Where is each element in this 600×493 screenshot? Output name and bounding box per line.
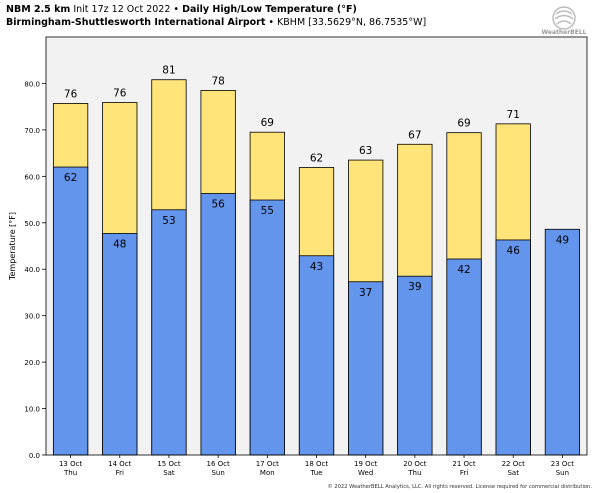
low-temp-label: 43 [310,261,323,273]
x-tick-label-date: 21 Oct [452,460,475,468]
low-temp-label: 55 [261,205,274,217]
y-tick-label: 10.0 [24,406,40,414]
y-tick-label: 40.0 [24,266,40,274]
init-time: Init 17z 12 Oct 2022 [73,4,171,15]
low-temp-label: 49 [556,234,569,246]
header-line-2: Birmingham-Shuttlesworth International A… [6,16,526,29]
x-tick-label-day: Mon [260,469,275,477]
y-tick-label: 50.0 [24,220,40,228]
low-temp-label: 39 [408,281,421,293]
low-temp-label: 46 [507,245,521,257]
x-tick-label-date: 18 Oct [305,460,328,468]
high-temp-label: 76 [64,88,78,100]
low-temp-label: 56 [211,199,225,211]
y-tick-label: 60.0 [24,173,40,181]
copyright-notice: © 2022 WeatherBELL Analytics, LLC. All r… [327,484,592,490]
low-temp-bar [348,281,384,456]
high-temp-label: 71 [507,109,520,121]
chart-title: Daily High/Low Temperature (°F) [182,4,357,15]
low-temp-bar [397,275,433,456]
y-tick-label: 30.0 [24,313,40,321]
high-temp-label: 81 [162,65,175,77]
low-temp-label: 53 [162,215,175,227]
x-tick-label-day: Thu [63,469,77,477]
x-tick-label-day: Wed [358,469,373,477]
low-temp-bar [200,193,236,456]
plot-frame [45,36,588,456]
low-temp-label: 62 [64,172,77,184]
high-temp-label: 67 [408,129,421,141]
x-tick-label-date: 22 Oct [502,460,525,468]
x-tick-label-day: Fri [460,469,468,477]
x-tick-label-date: 17 Oct [256,460,279,468]
low-temp-label: 37 [359,287,372,299]
x-tick-label-day: Fri [116,469,124,477]
low-temp-label: 48 [113,238,126,250]
high-temp-label: 78 [211,75,224,87]
chart-header: NBM 2.5 km Init 17z 12 Oct 2022 • Daily … [6,3,526,29]
x-tick-label-date: 15 Oct [157,460,180,468]
x-tick-label-day: Sat [163,469,175,477]
y-tick-label: 20.0 [24,359,40,367]
low-temp-bar [249,199,285,456]
weatherbell-logo: WeatherBELL [541,6,587,36]
low-temp-bar [544,228,581,456]
bullet-2: • [268,17,275,28]
y-tick-label: 0.0 [29,452,40,460]
location-name: Birmingham-Shuttlesworth International A… [6,17,266,28]
low-temp-bar [52,166,89,456]
station-info: KBHM [33.5629°N, 86.7535°W] [277,17,427,28]
x-tick-label-date: 19 Oct [354,460,377,468]
high-temp-label: 69 [457,118,470,130]
y-axis-label: Temperature [°F] [8,212,17,281]
low-temp-label: 42 [457,264,470,276]
x-tick-label-date: 14 Oct [108,460,131,468]
x-tick-label-date: 20 Oct [403,460,426,468]
x-tick-label-date: 13 Oct [59,460,82,468]
low-temp-bar [102,233,138,456]
high-temp-label: 69 [261,117,274,129]
low-temp-bar [298,255,335,456]
high-temp-label: 62 [310,153,323,165]
logo-text: WeatherBELL [541,29,586,36]
model-name: NBM 2.5 km [6,4,71,15]
high-temp-label: 76 [113,87,127,99]
low-temp-bar [495,239,531,456]
y-tick-label: 70.0 [24,127,40,135]
header-line-1: NBM 2.5 km Init 17z 12 Oct 2022 • Daily … [6,3,526,16]
x-tick-label-day: Thu [407,469,421,477]
x-tick-label-day: Sat [507,469,519,477]
bullet: • [173,4,180,15]
y-axis: 0.0 10.0 20.0 30.0 40.0 50.0 60.0 70.0 80.0 [24,80,46,460]
x-tick-label-day: Sun [211,469,224,477]
x-tick-label-day: Sun [556,469,569,477]
x-tick-label-day: Tue [310,469,323,477]
x-tick-label-date: 16 Oct [207,460,230,468]
swirl-logo-icon [552,6,576,30]
high-temp-label: 63 [359,145,372,157]
bars: 76 62 76 48 81 53 78 56 69 55 62 43 63 37 67 39 69 42 71 46… [52,65,581,456]
low-temp-bar [151,209,187,456]
x-tick-label-date: 23 Oct [551,460,574,468]
low-temp-bar [446,258,482,456]
y-tick-label: 80.0 [24,80,40,88]
